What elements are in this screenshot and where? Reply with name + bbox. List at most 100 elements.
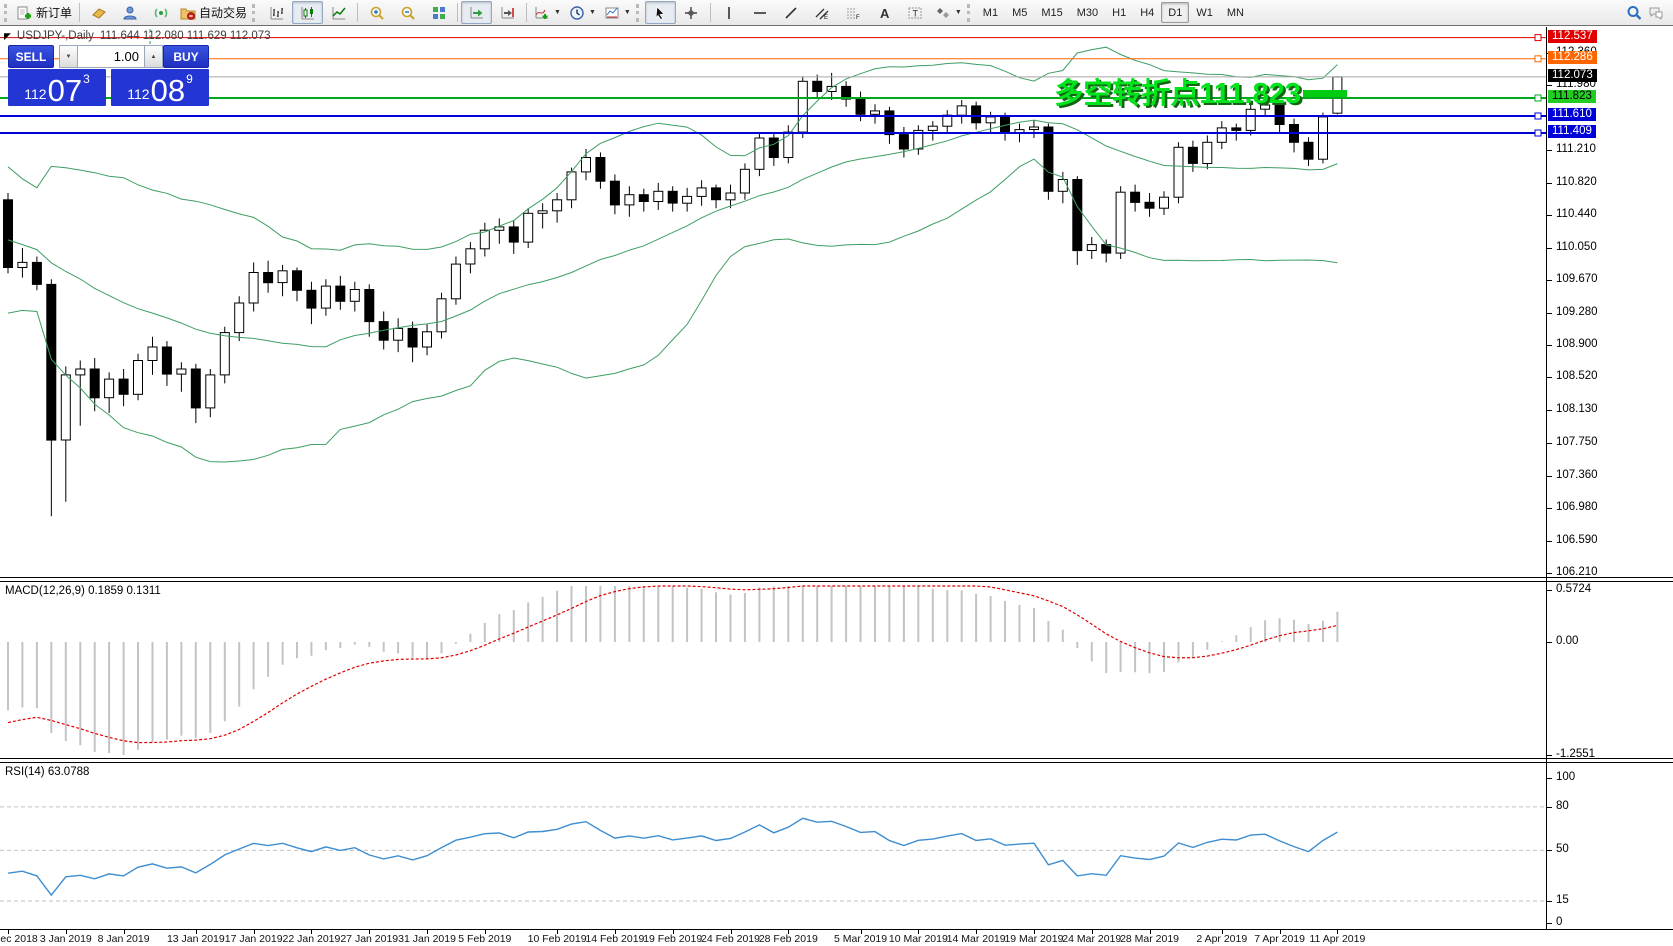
timeframe-m1-button[interactable]: M1	[982, 6, 999, 19]
price-axis-label: 110.820	[1556, 176, 1597, 188]
zoom-out-button[interactable]	[392, 1, 423, 24]
toolbar-grip[interactable]	[4, 3, 10, 22]
text-button[interactable]: A	[869, 1, 900, 24]
timeframe-h1-button[interactable]: H1	[1112, 6, 1127, 19]
axis-tick-mark	[1547, 443, 1552, 444]
svg-text:F: F	[856, 15, 860, 21]
history-center-icon[interactable]	[83, 1, 114, 24]
date-axis-label: 10 Mar 2019	[888, 933, 948, 945]
axis-tick-mark	[1547, 901, 1552, 902]
search-icon[interactable]	[1626, 5, 1642, 21]
price-axis-label: 111.210	[1556, 143, 1596, 155]
timeframe-d1-button[interactable]: D1	[1161, 2, 1190, 23]
line-handle[interactable]	[1534, 55, 1542, 63]
templates-button[interactable]: ▼	[600, 1, 635, 24]
axis-tick-mark	[1547, 280, 1552, 281]
date-axis-label: 22 Jan 2019	[282, 933, 341, 945]
chart-shift-button[interactable]	[492, 1, 523, 24]
macd-axis-label: 0.00	[1556, 635, 1579, 647]
profile-icon[interactable]	[114, 1, 145, 24]
ohlc-values: 111.644 112.080 111.629 112.073	[99, 30, 271, 42]
trendline-button[interactable]	[776, 1, 807, 24]
date-tick-mark	[195, 930, 197, 934]
tile-windows-button[interactable]	[423, 1, 454, 24]
equidistant-channel-button[interactable]: E	[807, 1, 838, 24]
cursor-button[interactable]	[644, 1, 676, 24]
line-handle[interactable]	[1534, 129, 1542, 137]
price-axis-label: 108.900	[1556, 338, 1598, 350]
chat-icon[interactable]	[1648, 5, 1664, 21]
templates-icon	[604, 5, 620, 21]
rsi-pane	[0, 806, 1546, 902]
periods-button[interactable]: ▼	[565, 1, 600, 24]
toolbar-grip[interactable]	[966, 3, 973, 22]
axis-tick-mark	[1547, 183, 1552, 184]
annotation-text[interactable]: 多空转折点111.823 多空转折点111.823	[1054, 76, 1347, 112]
svg-text:多空转折点111.823: 多空转折点111.823	[1054, 76, 1301, 110]
dropdown-arrow-icon[interactable]: ▼	[588, 9, 596, 16]
bar-chart-button[interactable]	[261, 1, 292, 24]
volume-input[interactable]	[78, 45, 144, 68]
text-label-button[interactable]: T	[900, 1, 931, 24]
signals-icon[interactable]	[145, 1, 176, 24]
volume-down-icon[interactable]: ▼	[59, 45, 78, 68]
price-axis-label: 110.050	[1556, 241, 1597, 253]
timeframe-m15-button[interactable]: M15	[1041, 6, 1063, 19]
auto-scroll-button[interactable]	[461, 1, 493, 24]
collapse-panel-icon[interactable]: ◤	[4, 30, 11, 41]
buy-button[interactable]: BUY	[163, 45, 209, 68]
price-chart-pane[interactable]: 多空转折点111.823 多空转折点111.823	[0, 27, 1546, 577]
pane-divider[interactable]	[0, 762, 1673, 763]
toolbar-grip[interactable]	[252, 3, 258, 22]
axis-tick-mark	[1547, 150, 1552, 151]
axis-tick-mark	[1547, 642, 1552, 643]
fibonacci-button[interactable]: F	[838, 1, 869, 24]
vertical-line-button[interactable]	[714, 1, 745, 24]
zoom-in-button[interactable]	[361, 1, 392, 24]
dropdown-arrow-icon[interactable]: ▼	[554, 9, 561, 16]
auto-trading-button[interactable]: 自动交易	[176, 1, 251, 24]
dropdown-arrow-icon[interactable]: ▼	[623, 9, 631, 16]
date-axis-label: 24 Mar 2019	[1062, 933, 1122, 945]
macd-signal-line	[7, 585, 1338, 744]
timeframe-mn-button[interactable]: MN	[1226, 6, 1244, 19]
toolbar-separator	[709, 3, 711, 22]
timeframe-m30-button[interactable]: M30	[1076, 6, 1099, 19]
price-axis-label: 109.670	[1556, 273, 1598, 285]
date-axis-label: 14 Mar 2019	[946, 933, 1006, 945]
volume-up-icon[interactable]: ▲	[144, 45, 163, 68]
toolbar-grip[interactable]	[635, 3, 642, 22]
rsi-axis-label: 15	[1556, 894, 1569, 906]
bar-chart-icon	[269, 5, 285, 21]
pane-divider[interactable]	[0, 581, 1673, 582]
crosshair-button[interactable]	[676, 1, 707, 24]
timeframe-m5-button[interactable]: M5	[1012, 6, 1028, 19]
rsi-label: RSI(14) 63.0788	[5, 766, 90, 778]
buy-price[interactable]: 112 08 9	[111, 69, 209, 106]
candlestick-chart-button[interactable]	[292, 1, 324, 24]
line-handle[interactable]	[1534, 94, 1542, 102]
sell-button[interactable]: SELL	[8, 45, 54, 68]
new-order-button[interactable]: 新订单	[13, 1, 76, 24]
toolbar-separator	[357, 3, 359, 22]
timeframe-w1-button[interactable]: W1	[1196, 6, 1213, 19]
price-level-badge: 111.409	[1548, 125, 1596, 138]
toolbar-separator	[457, 3, 459, 22]
date-axis-label: 7 Apr 2019	[1254, 933, 1305, 945]
line-handle[interactable]	[1534, 112, 1542, 120]
pane-divider[interactable]	[0, 577, 1673, 578]
dropdown-arrow-icon[interactable]: ▼	[954, 9, 962, 16]
timeframe-h4-button[interactable]: H4	[1140, 6, 1155, 19]
arrows-button[interactable]: ▼	[931, 1, 966, 24]
channel-icon: E	[814, 5, 830, 21]
line-handle[interactable]	[1534, 34, 1542, 42]
pane-divider[interactable]	[0, 758, 1673, 759]
price-axis-border	[1546, 27, 1547, 929]
sell-price[interactable]: 112 07 3	[8, 69, 106, 106]
indicators-button[interactable]: ▼	[530, 1, 565, 24]
horizontal-line-button[interactable]	[745, 1, 776, 24]
date-tick-mark	[976, 930, 978, 934]
date-tick-mark	[1033, 930, 1035, 934]
line-chart-button[interactable]	[323, 1, 354, 24]
cursor-icon	[652, 5, 668, 21]
